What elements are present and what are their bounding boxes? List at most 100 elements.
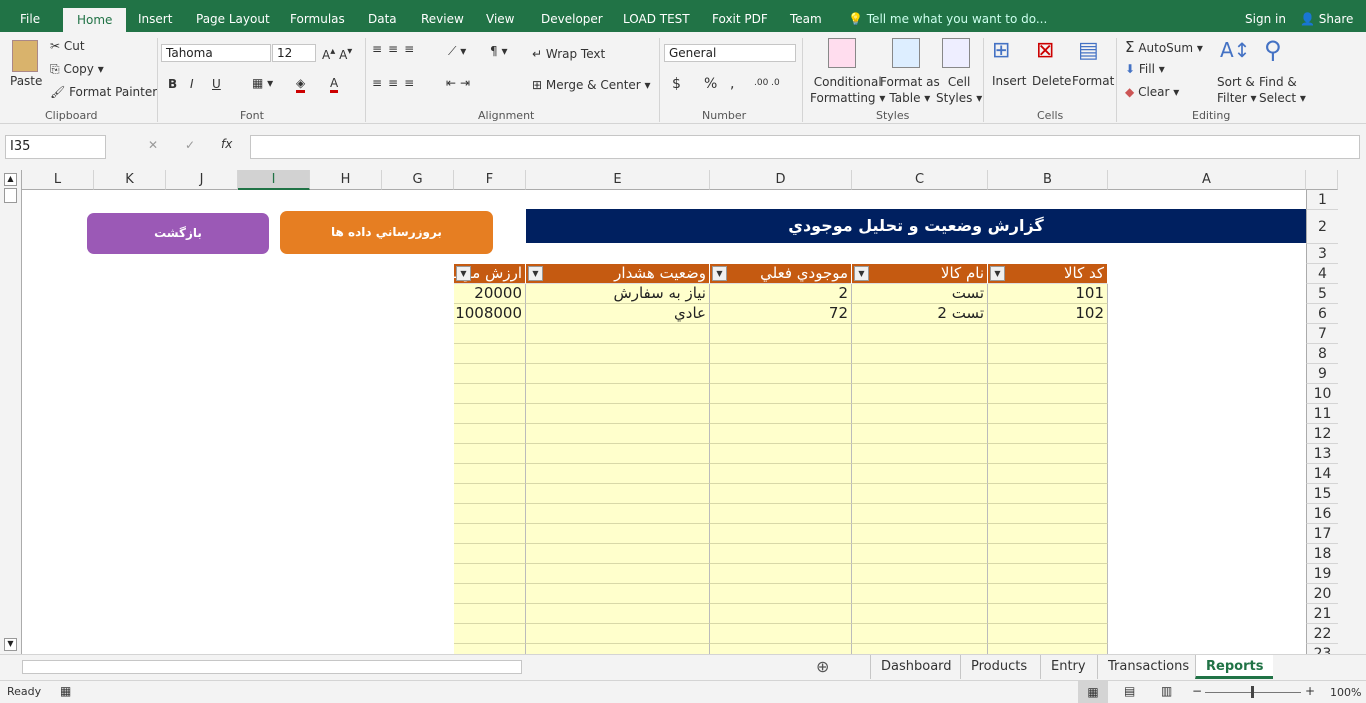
empty-table-cell[interactable] — [710, 444, 852, 464]
number-format-select[interactable]: General — [664, 44, 796, 62]
empty-table-cell[interactable] — [988, 584, 1108, 604]
empty-table-cell[interactable] — [454, 544, 526, 564]
empty-table-cell[interactable] — [852, 644, 988, 654]
zoom-level[interactable]: 100% — [1330, 686, 1362, 699]
scroll-thumb[interactable] — [4, 188, 17, 203]
empty-table-cell[interactable] — [852, 384, 988, 404]
empty-table-cell[interactable] — [710, 524, 852, 544]
empty-table-cell[interactable] — [526, 464, 710, 484]
zoom-in-icon[interactable]: + — [1305, 684, 1316, 698]
empty-table-cell[interactable] — [710, 564, 852, 584]
row-header-13[interactable]: 13 — [1306, 444, 1338, 464]
bold-button[interactable]: B — [168, 77, 178, 91]
tab-review[interactable]: Review — [421, 12, 464, 26]
row-header-14[interactable]: 14 — [1306, 464, 1338, 484]
table-cell[interactable]: عادي — [526, 304, 710, 324]
empty-table-cell[interactable] — [526, 364, 710, 384]
format-painter-button[interactable]: 🖌 Format Painter — [50, 85, 157, 99]
empty-table-cell[interactable] — [454, 324, 526, 344]
scroll-down-icon[interactable]: ▼ — [4, 638, 17, 651]
wrap-text-button[interactable]: ↵ Wrap Text — [532, 47, 605, 61]
empty-table-cell[interactable] — [526, 644, 710, 654]
empty-table-cell[interactable] — [454, 444, 526, 464]
table-cell[interactable]: تست 2 — [852, 304, 988, 324]
empty-table-cell[interactable] — [852, 444, 988, 464]
empty-table-cell[interactable] — [454, 504, 526, 524]
filter-dropdown-icon[interactable]: ▼ — [456, 266, 471, 281]
zoom-slider-thumb[interactable] — [1251, 686, 1254, 698]
indent-icons[interactable]: ⇤⇥ — [446, 76, 475, 90]
delete-cells-button[interactable]: Delete — [1032, 74, 1072, 88]
column-header-j[interactable]: J — [166, 170, 238, 190]
empty-table-cell[interactable] — [710, 344, 852, 364]
page-layout-view-icon[interactable]: ▤ — [1124, 684, 1136, 698]
currency-button[interactable]: $ — [672, 76, 681, 92]
row-header-22[interactable]: 22 — [1306, 624, 1338, 644]
empty-table-cell[interactable] — [988, 624, 1108, 644]
empty-table-cell[interactable] — [988, 484, 1108, 504]
row-header-20[interactable]: 20 — [1306, 584, 1338, 604]
fill-button[interactable]: ⬇ Fill ▾ — [1125, 62, 1165, 76]
row-header-8[interactable]: 8 — [1306, 344, 1338, 364]
column-header-e[interactable]: E — [526, 170, 710, 190]
sign-in-link[interactable]: Sign in — [1245, 12, 1286, 26]
format-cells-button[interactable]: Format — [1072, 74, 1115, 88]
cancel-icon[interactable]: ✕ — [148, 138, 159, 152]
row-header-21[interactable]: 21 — [1306, 604, 1338, 624]
table-cell[interactable]: 1008000 — [454, 304, 526, 324]
empty-table-cell[interactable] — [526, 624, 710, 644]
empty-table-cell[interactable] — [852, 624, 988, 644]
decimal-icons[interactable]: .00 .0 — [754, 78, 780, 88]
row-header-11[interactable]: 11 — [1306, 404, 1338, 424]
share-button[interactable]: 👤 Share — [1300, 0, 1353, 32]
column-header-d[interactable]: D — [710, 170, 852, 190]
empty-table-cell[interactable] — [454, 384, 526, 404]
empty-table-cell[interactable] — [988, 644, 1108, 654]
empty-table-cell[interactable] — [852, 524, 988, 544]
empty-table-cell[interactable] — [710, 424, 852, 444]
empty-table-cell[interactable] — [852, 324, 988, 344]
refresh-data-button[interactable]: بروزرساني داده ها — [280, 211, 493, 254]
cell-styles-button[interactable]: Cell Styles ▾ — [936, 75, 983, 105]
fill-color-icon[interactable]: ◈ — [296, 76, 306, 93]
file-tab[interactable]: File — [20, 12, 41, 26]
empty-table-cell[interactable] — [988, 464, 1108, 484]
table-cell[interactable]: تست — [852, 284, 988, 304]
row-header-2[interactable]: 2 — [1306, 210, 1338, 244]
column-header-c[interactable]: C — [852, 170, 988, 190]
underline-button[interactable]: U — [212, 77, 221, 91]
column-header-f[interactable]: F — [454, 170, 526, 190]
empty-table-cell[interactable] — [526, 404, 710, 424]
tab-insert[interactable]: Insert — [138, 12, 173, 26]
table-cell[interactable]: 101 — [988, 284, 1108, 304]
empty-table-cell[interactable] — [454, 364, 526, 384]
empty-table-cell[interactable] — [988, 404, 1108, 424]
table-cell[interactable]: 20000 — [454, 284, 526, 304]
conditional-formatting-button[interactable]: Conditional Formatting ▾ — [810, 75, 886, 105]
tab-load-test[interactable]: LOAD TEST — [623, 12, 690, 26]
select-all-corner[interactable] — [1306, 170, 1338, 190]
row-header-18[interactable]: 18 — [1306, 544, 1338, 564]
italic-button[interactable]: I — [190, 77, 194, 91]
empty-table-cell[interactable] — [988, 364, 1108, 384]
row-header-1[interactable]: 1 — [1306, 190, 1338, 210]
empty-table-cell[interactable] — [852, 604, 988, 624]
empty-table-cell[interactable] — [526, 444, 710, 464]
horizontal-align-icons[interactable]: ≡≡≡ — [372, 76, 421, 90]
empty-table-cell[interactable] — [526, 424, 710, 444]
tab-developer[interactable]: Developer — [541, 12, 603, 26]
rtl-icon[interactable]: ¶ ▾ — [490, 44, 508, 58]
empty-table-cell[interactable] — [852, 364, 988, 384]
empty-table-cell[interactable] — [526, 544, 710, 564]
tell-me-search[interactable]: 💡 Tell me what you want to do... — [848, 12, 1048, 26]
empty-table-cell[interactable] — [852, 344, 988, 364]
empty-table-cell[interactable] — [988, 324, 1108, 344]
empty-table-cell[interactable] — [526, 344, 710, 364]
row-header-23[interactable]: 23 — [1306, 644, 1338, 654]
sheet-tab-dashboard[interactable]: Dashboard — [870, 655, 962, 679]
column-header-k[interactable]: K — [94, 170, 166, 190]
empty-table-cell[interactable] — [526, 504, 710, 524]
tab-foxit-pdf[interactable]: Foxit PDF — [712, 12, 768, 26]
row-header-16[interactable]: 16 — [1306, 504, 1338, 524]
orientation-icon[interactable]: ⟋ ▾ — [448, 44, 467, 58]
